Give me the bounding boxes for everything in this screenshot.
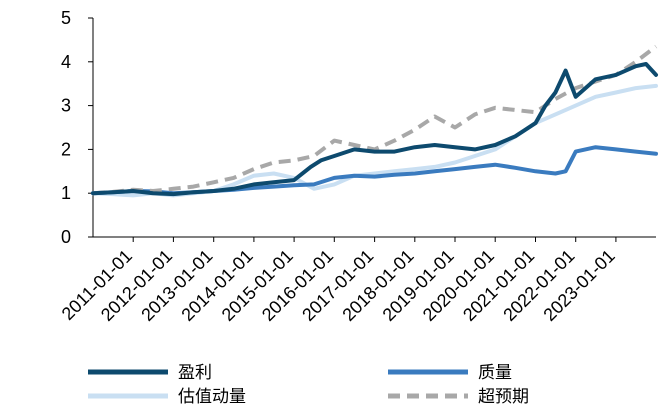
y-tick-label: 4 <box>61 52 71 72</box>
series-line-1 <box>91 145 658 196</box>
series-line-0 <box>91 62 658 197</box>
chart-series <box>91 44 658 198</box>
series-line-2 <box>91 83 658 198</box>
y-tick-label: 0 <box>61 227 71 247</box>
series-line-3 <box>92 44 658 196</box>
legend-label-0: 盈利 <box>178 363 212 383</box>
legend-label-3: 超预期 <box>478 387 529 407</box>
legend-label-2: 估值动量 <box>178 387 246 407</box>
y-tick-label: 5 <box>61 8 71 28</box>
y-tick-label: 2 <box>61 139 71 159</box>
y-tick-label: 3 <box>61 96 71 116</box>
legend-label-1: 质量 <box>478 363 512 383</box>
y-tick-label: 1 <box>61 183 71 203</box>
